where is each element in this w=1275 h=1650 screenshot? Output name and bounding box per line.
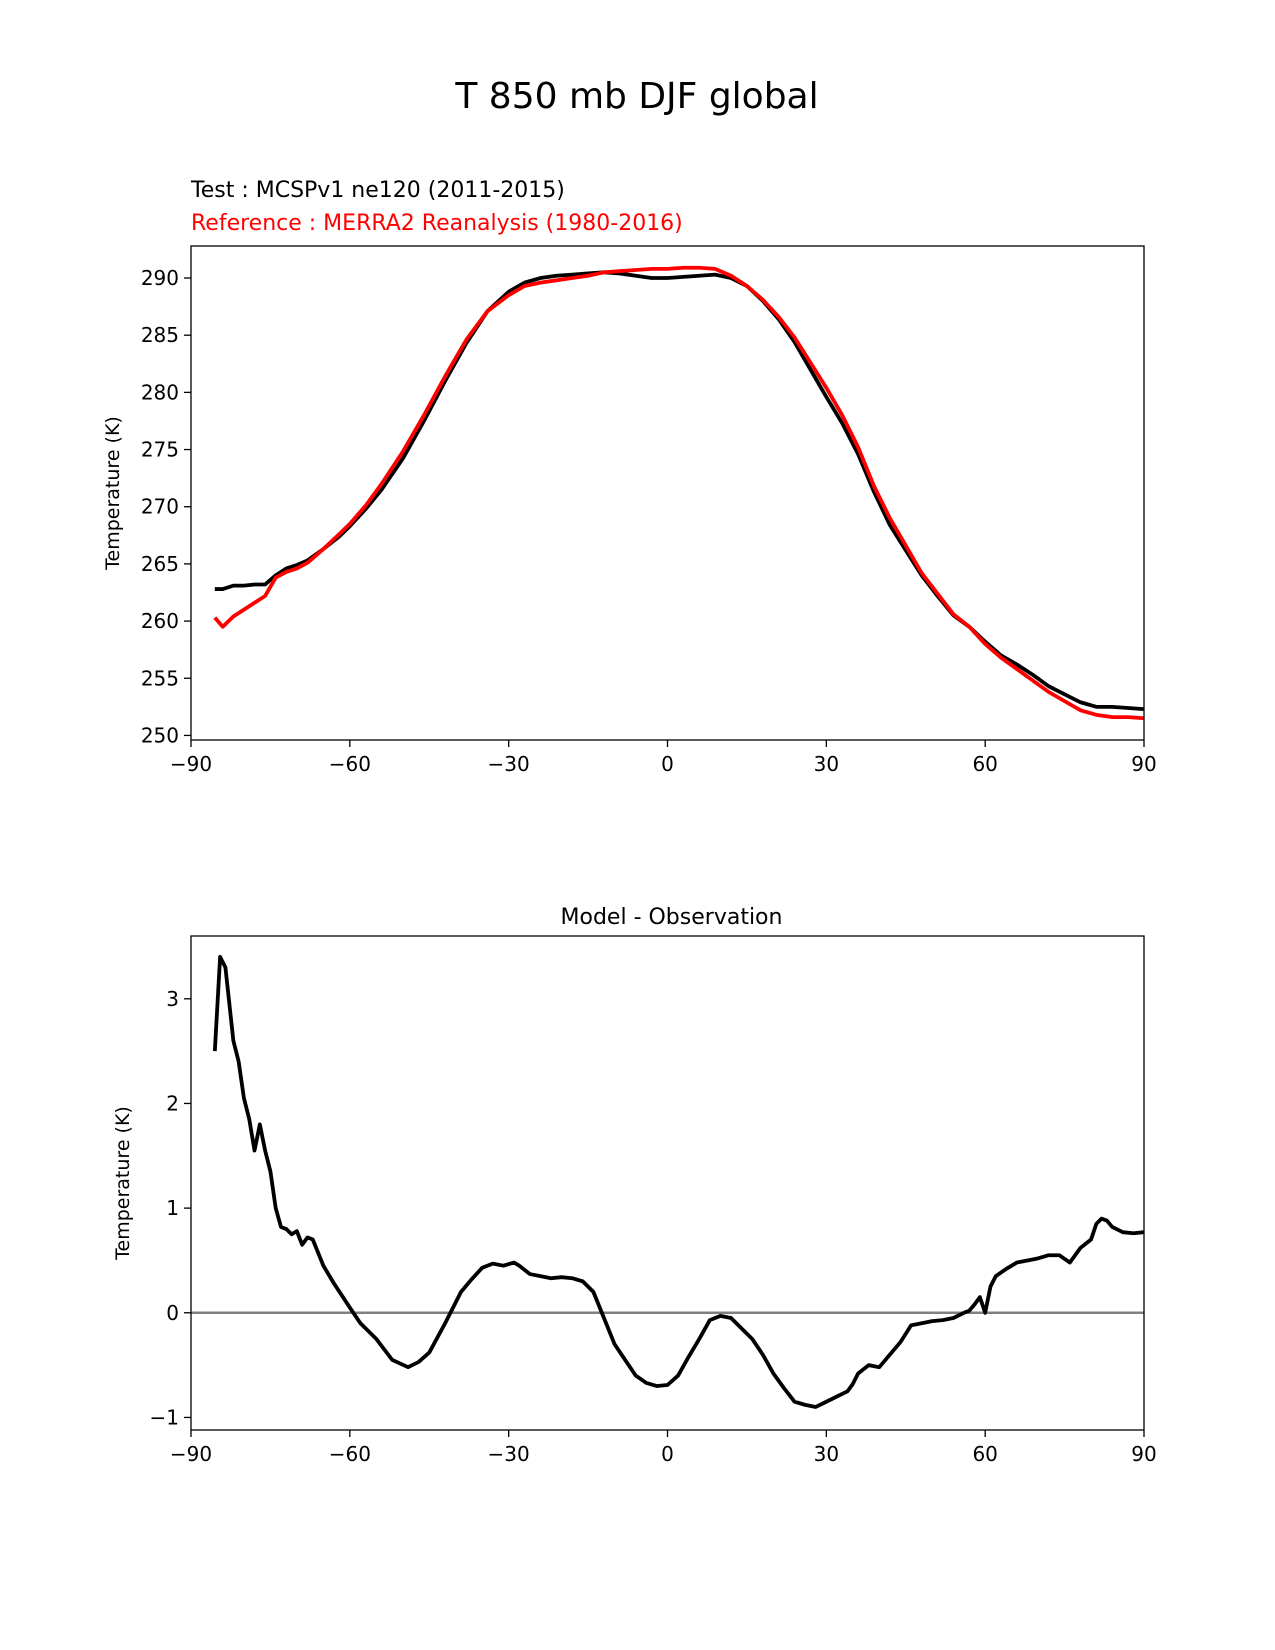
test-label: Test : MCSPv1 ne120 (2011-2015) — [190, 178, 565, 203]
y-tick-label: 260 — [141, 609, 179, 633]
y-tick-label: 275 — [141, 438, 179, 462]
y-tick-label: 265 — [141, 552, 179, 576]
y-tick-label: 250 — [141, 723, 179, 747]
y-tick-label: 2 — [166, 1091, 179, 1115]
y-tick-label: 0 — [166, 1301, 179, 1325]
x-tick-label: −60 — [329, 752, 371, 776]
series-line-0 — [212, 955, 1144, 1409]
x-tick-label: 0 — [661, 752, 674, 776]
y-tick-label: 3 — [166, 987, 179, 1011]
x-tick-label: 90 — [1131, 1442, 1156, 1466]
x-tick-label: 0 — [661, 1442, 674, 1466]
y-tick-label: 270 — [141, 495, 179, 519]
x-tick-label: 30 — [814, 1442, 839, 1466]
y-tick-label: 285 — [141, 323, 179, 347]
x-tick-label: −30 — [488, 752, 530, 776]
x-tick-label: 90 — [1131, 752, 1156, 776]
y-tick-label: 290 — [141, 266, 179, 290]
series-line-1 — [213, 265, 1144, 721]
x-tick-label: −90 — [170, 1442, 212, 1466]
figure-title: T 850 mb DJF global — [454, 76, 818, 117]
x-tick-label: 60 — [972, 752, 997, 776]
bottom-panel: Model - Observation −90 −60 −30 0 30 60 90 −1 0 1… — [112, 905, 1157, 1466]
reference-label: Reference : MERRA2 Reanalysis (1980-2016… — [191, 211, 683, 236]
x-tick-label: −90 — [170, 752, 212, 776]
top-panel: Test : MCSPv1 ne120 (2011-2015) Referenc… — [102, 178, 1157, 776]
x-tick-label: −30 — [488, 1442, 530, 1466]
y-tick-label: 255 — [141, 666, 179, 690]
y-tick-label: 280 — [141, 380, 179, 404]
series-line-0 — [214, 270, 1144, 712]
y-tick-label: 1 — [166, 1196, 179, 1220]
x-tick-label: 30 — [814, 752, 839, 776]
y-axis-label: Temperature (K) — [112, 1106, 134, 1261]
difference-title: Model - Observation — [561, 905, 783, 930]
y-axis-label: Temperature (K) — [102, 416, 124, 571]
x-tick-label: 60 — [972, 1442, 997, 1466]
axes-frame — [190, 935, 1145, 1431]
x-tick-label: −60 — [329, 1442, 371, 1466]
axes-frame — [190, 245, 1145, 741]
y-tick-label: −1 — [150, 1405, 179, 1429]
